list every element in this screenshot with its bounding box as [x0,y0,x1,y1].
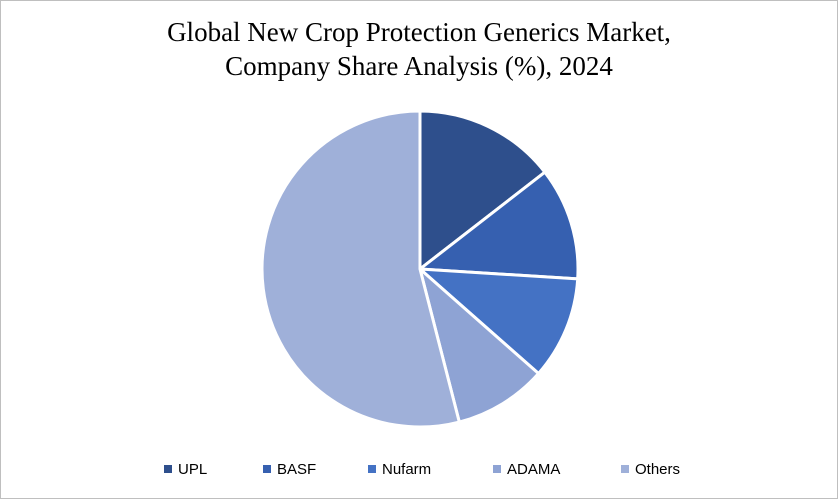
legend-swatch-others [621,465,629,473]
legend-item-upl: UPL [164,458,207,480]
chart-legend: UPL BASF Nufarm ADAMA Others [1,458,837,480]
pie-slice-others [260,109,461,429]
pie-slice-nufarm [418,267,580,375]
legend-swatch-adama [493,465,501,473]
chart-title-line-1: Global New Crop Protection Generics Mark… [167,17,671,47]
pie-slice-basf [418,170,580,281]
legend-swatch-nufarm [368,465,376,473]
legend-swatch-basf [263,465,271,473]
legend-item-others: Others [621,458,680,480]
pie-slice-upl [418,109,547,271]
legend-swatch-upl [164,465,172,473]
chart-title-line-2: Company Share Analysis (%), 2024 [225,51,613,81]
legend-item-nufarm: Nufarm [368,458,431,480]
legend-label-adama: ADAMA [507,460,561,478]
legend-label-others: Others [635,460,681,478]
legend-item-basf: BASF [263,458,316,480]
legend-label-upl: UPL [178,460,208,478]
chart-title: Global New Crop Protection Generics Mark… [1,15,837,83]
legend-label-basf: BASF [277,460,317,478]
legend-item-adama: ADAMA [493,458,560,480]
legend-label-nufarm: Nufarm [382,460,432,478]
